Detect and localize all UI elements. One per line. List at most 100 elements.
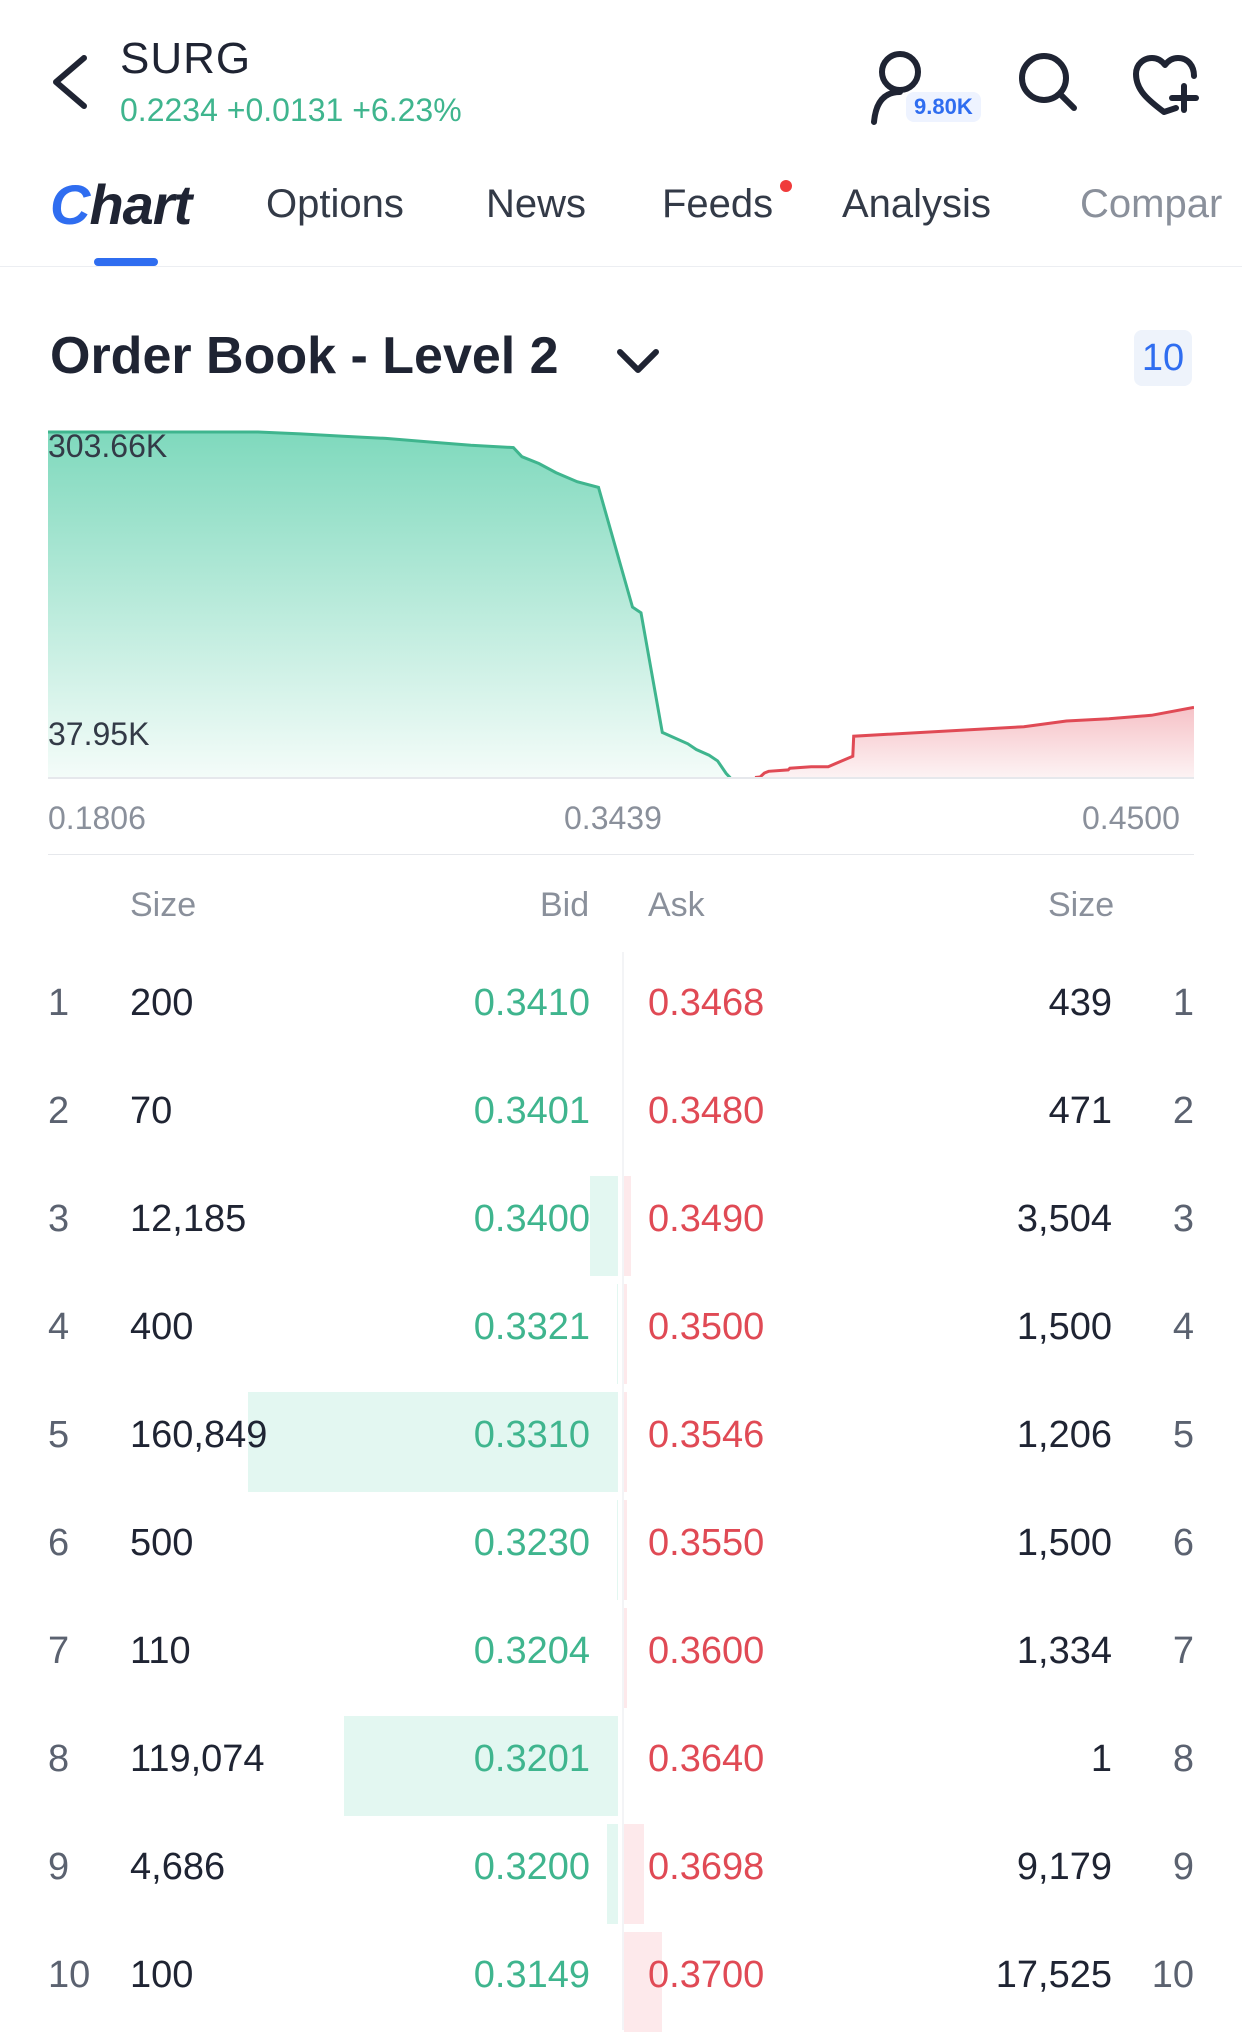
back-arrow-icon[interactable]	[46, 52, 94, 112]
ask-volume-bar	[624, 1608, 627, 1708]
bid-level: 7	[48, 1630, 70, 1672]
bid-price: 0.3201	[473, 1738, 590, 1780]
ask-level: 9	[1172, 1846, 1194, 1888]
depth-level-button[interactable]: 10	[1134, 330, 1192, 386]
ask-volume-bar	[624, 1500, 627, 1600]
bid-price: 0.3410	[473, 982, 590, 1024]
chevron-down-icon[interactable]	[614, 346, 662, 378]
ask-level: 7	[1172, 1630, 1194, 1672]
bid-size: 100	[130, 1954, 194, 1996]
y-tick-min: 37.95K	[48, 716, 150, 752]
depth-chart	[48, 430, 1194, 779]
bid-size: 4,686	[130, 1846, 226, 1888]
bid-size: 500	[130, 1522, 194, 1564]
tab-news[interactable]: News	[486, 182, 587, 226]
ask-size: 471	[1048, 1090, 1112, 1132]
bid-level: 3	[48, 1198, 70, 1240]
bid-depth-line	[48, 430, 732, 779]
ask-size: 1,206	[1016, 1414, 1112, 1456]
ask-level: 3	[1172, 1198, 1194, 1240]
ask-size: 1,500	[1016, 1522, 1112, 1564]
table-row[interactable]: 4 400 0.3321 0.3500 1,500 4	[0, 1276, 1242, 1384]
ask-level: 10	[1151, 1954, 1194, 1996]
divider	[48, 854, 1194, 855]
table-row[interactable]: 8 119,074 0.3201 0.3640 1 8	[0, 1708, 1242, 1816]
bid-volume-bar	[607, 1824, 618, 1924]
bid-level: 9	[48, 1846, 70, 1888]
ask-price: 0.3546	[648, 1414, 765, 1456]
table-row[interactable]: 1 200 0.3410 0.3468 439 1	[0, 952, 1242, 1060]
ask-level: 6	[1172, 1522, 1194, 1564]
ask-level: 4	[1172, 1306, 1194, 1348]
ask-volume-bar	[624, 1824, 644, 1924]
tab-analysis[interactable]: Analysis	[842, 182, 991, 226]
heart-plus-icon[interactable]	[1130, 52, 1200, 116]
ask-size-header: Size	[1048, 886, 1115, 924]
bid-size-header: Size	[130, 886, 197, 924]
x-tick-left: 0.1806	[48, 800, 146, 836]
bid-level: 1	[48, 982, 70, 1024]
feeds-notification-dot	[780, 180, 792, 192]
price-quote: 0.2234 +0.0131 +6.23%	[120, 92, 462, 128]
follower-count-badge: 9.80K	[906, 92, 981, 122]
bid-price: 0.3400	[473, 1198, 590, 1240]
ask-header: Ask	[648, 886, 705, 924]
order-book-title[interactable]: Order Book - Level 2	[50, 327, 559, 385]
bid-volume-bar	[590, 1176, 618, 1276]
table-row[interactable]: 7 110 0.3204 0.3600 1,334 7	[0, 1600, 1242, 1708]
bid-price: 0.3204	[473, 1630, 590, 1672]
bid-price: 0.3321	[473, 1306, 590, 1348]
table-row[interactable]: 9 4,686 0.3200 0.3698 9,179 9	[0, 1816, 1242, 1924]
bid-price: 0.3200	[473, 1846, 590, 1888]
table-row[interactable]: 3 12,185 0.3400 0.3490 3,504 3	[0, 1168, 1242, 1276]
tab-feeds[interactable]: Feeds	[662, 182, 774, 226]
tab-chart-first-letter: C	[50, 173, 90, 236]
ask-price: 0.3468	[648, 982, 765, 1024]
table-row[interactable]: 10 100 0.3149 0.3700 17,525 10	[0, 1924, 1242, 2032]
ask-size: 17,525	[995, 1954, 1112, 1996]
ask-size: 1,334	[1016, 1630, 1112, 1672]
bid-depth-area	[48, 432, 731, 778]
ask-price: 0.3500	[648, 1306, 765, 1348]
table-row[interactable]: 5 160,849 0.3310 0.3546 1,206 5	[0, 1384, 1242, 1492]
ask-depth-line	[754, 705, 1194, 779]
bid-volume-bar	[617, 1500, 618, 1600]
ask-price: 0.3490	[648, 1198, 765, 1240]
ask-price: 0.3700	[648, 1954, 765, 1996]
ask-price: 0.3550	[648, 1522, 765, 1564]
bid-size: 12,185	[130, 1198, 247, 1240]
ask-level: 1	[1172, 982, 1194, 1024]
ask-volume-bar	[624, 1176, 631, 1276]
bid-level: 2	[48, 1090, 70, 1132]
tab-chart[interactable]: Chart	[50, 172, 192, 237]
ask-price: 0.3600	[648, 1630, 765, 1672]
x-tick-mid: 0.3439	[564, 800, 662, 836]
bid-price: 0.3401	[473, 1090, 590, 1132]
tab-compar[interactable]: Compar	[1080, 182, 1223, 226]
bid-price: 0.3149	[473, 1954, 590, 1996]
ask-price: 0.3640	[648, 1738, 765, 1780]
table-row[interactable]: 6 500 0.3230 0.3550 1,500 6	[0, 1492, 1242, 1600]
active-tab-indicator	[94, 258, 158, 266]
person-icon[interactable]	[868, 48, 978, 128]
bid-level: 4	[48, 1306, 70, 1348]
bid-volume-bar	[248, 1392, 618, 1492]
bid-price: 0.3230	[473, 1522, 590, 1564]
bid-size: 400	[130, 1306, 194, 1348]
bid-size: 200	[130, 982, 194, 1024]
bid-size: 110	[130, 1630, 191, 1672]
ask-size: 439	[1048, 982, 1112, 1024]
ticker-symbol: SURG	[120, 34, 252, 83]
tab-options[interactable]: Options	[266, 182, 404, 226]
tab-chart-rest: hart	[89, 173, 192, 236]
bid-size: 119,074	[130, 1738, 265, 1780]
ask-price: 0.3698	[648, 1846, 765, 1888]
ask-level: 5	[1172, 1414, 1194, 1456]
ask-level: 2	[1172, 1090, 1194, 1132]
search-icon[interactable]	[1016, 50, 1080, 114]
bid-price: 0.3310	[473, 1414, 590, 1456]
ask-depth-area	[755, 707, 1194, 778]
bid-level: 10	[48, 1954, 91, 1996]
table-row[interactable]: 2 70 0.3401 0.3480 471 2	[0, 1060, 1242, 1168]
ask-price: 0.3480	[648, 1090, 765, 1132]
